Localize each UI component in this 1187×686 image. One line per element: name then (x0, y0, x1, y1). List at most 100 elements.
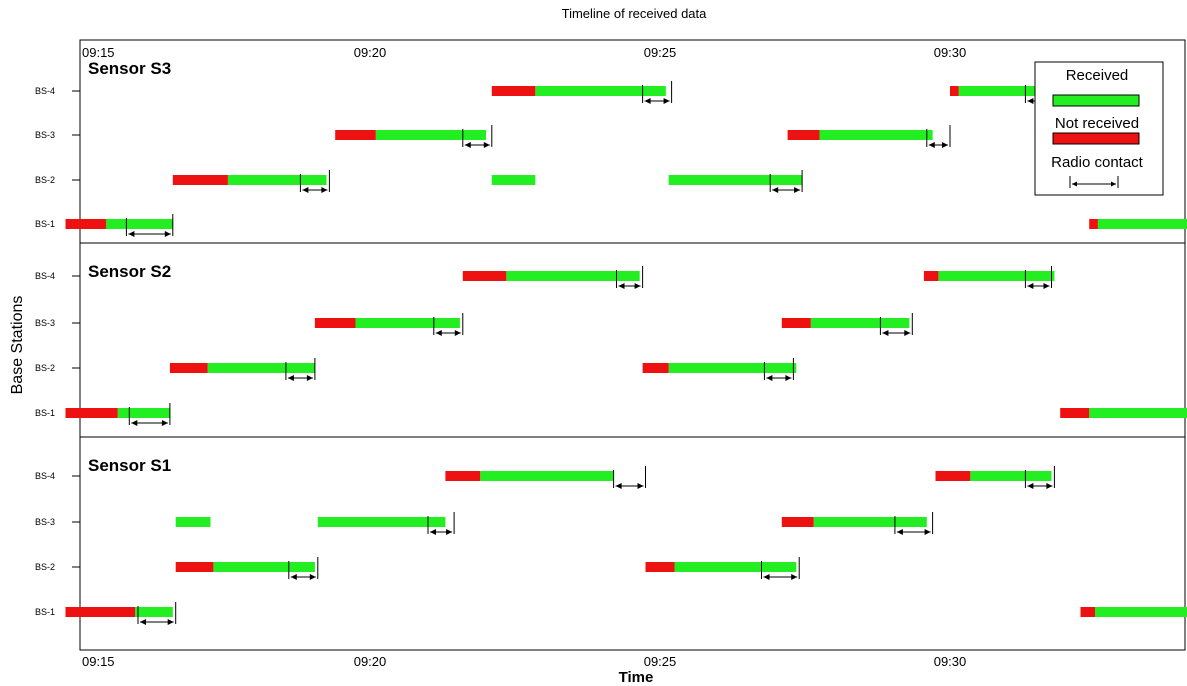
not-received-bar (781, 517, 814, 527)
received-bar (668, 175, 803, 185)
received-bar (958, 86, 1058, 96)
received-bar (355, 318, 460, 328)
not-received-bar (172, 175, 228, 185)
received-bar (106, 219, 173, 229)
radio-contact-marker (763, 358, 794, 381)
legend-box (1034, 61, 1164, 196)
panel-sensor-s2: Sensor S2 BS-4 BS-3 BS-2 BS-1 (35, 242, 1187, 426)
radio-contact-marker (427, 512, 455, 535)
received-bar (819, 130, 933, 140)
y-tick-label: BS-4 (35, 271, 55, 281)
panel-sensor-s1: Sensor S1 BS-4 BS-3 BS-2 BS-1 (35, 436, 1187, 625)
not-received-bar (935, 471, 971, 481)
not-received-bar (175, 562, 214, 572)
not-received-bar (950, 86, 959, 96)
not-received-bar (642, 363, 669, 373)
not-received-bar (781, 318, 811, 328)
x-tick-label: 09:15 (82, 654, 115, 669)
radio-contact-marker (1024, 466, 1055, 489)
radio-contact-marker (1024, 266, 1052, 289)
radio-contact-marker (462, 125, 493, 148)
sensor-panels: Sensor S3 BS-4 BS-3 BS-2 BS-1 Sensor S2 BS-4 BS… (35, 59, 1187, 625)
received-bar (227, 175, 327, 185)
x-tick-label-top: 09:20 (354, 45, 387, 60)
received-bar (375, 130, 486, 140)
not-received-bar (445, 471, 481, 481)
not-received-bar (923, 271, 939, 281)
received-bar (810, 318, 910, 328)
not-received-bar (65, 408, 118, 418)
received-bar (207, 363, 315, 373)
y-tick-label: BS-3 (35, 130, 55, 140)
received-bar (938, 271, 1055, 281)
not-received-bar (1089, 219, 1098, 229)
radio-contact-marker (616, 266, 644, 289)
received-bar (506, 271, 640, 281)
not-received-bar (787, 130, 820, 140)
received-bar (813, 517, 927, 527)
y-tick-label: BS-2 (35, 175, 55, 185)
radio-contact-marker (288, 557, 319, 580)
radio-contact-marker (926, 125, 951, 148)
y-tick-label: BS-1 (35, 607, 55, 617)
radio-contact-marker (299, 170, 330, 193)
x-tick-label: 09:30 (934, 654, 967, 669)
radio-contact-marker (894, 512, 934, 535)
y-tick-label: BS-1 (35, 219, 55, 229)
not-received-bar (335, 130, 376, 140)
radio-contact-marker (125, 214, 174, 237)
y-tick-label: BS-4 (35, 471, 55, 481)
received-bar (480, 471, 614, 481)
x-tick-label-top: 09:25 (644, 45, 677, 60)
not-received-bar (65, 219, 107, 229)
radio-contact-marker (642, 81, 673, 104)
y-tick-label: BS-2 (35, 363, 55, 373)
x-axis-label: Time (619, 669, 654, 686)
radio-contact-marker (613, 466, 646, 489)
received-bar (175, 517, 211, 527)
x-tick-label-top: 09:15 (82, 45, 115, 60)
received-bar (213, 562, 315, 572)
x-tick-label-top: 09:30 (934, 45, 967, 60)
received-bar (668, 363, 797, 373)
received-bar (317, 517, 446, 527)
received-bar (674, 562, 797, 572)
legend-radio-contact-label: Radio contact (1051, 154, 1144, 171)
radio-contact-marker (285, 358, 316, 381)
x-tick-label: 09:25 (644, 654, 677, 669)
legend-received-label: Received (1066, 67, 1129, 84)
legend-not-received-label: Not received (1055, 115, 1139, 132)
y-tick-label: BS-3 (35, 318, 55, 328)
legend: Received Not received Radio contact (1034, 61, 1164, 196)
y-axis-label: Base Stations (9, 296, 26, 395)
not-received-bar (169, 363, 208, 373)
received-bar (1095, 607, 1187, 617)
received-bar (970, 471, 1052, 481)
sensor-label: Sensor S1 (88, 456, 171, 475)
radio-contact-marker (433, 313, 464, 336)
chart-title: Timeline of received data (562, 6, 708, 21)
plot-frame (79, 39, 1186, 651)
y-tick-label: BS-1 (35, 408, 55, 418)
not-received-bar (1060, 408, 1090, 418)
radio-contact-marker (761, 557, 800, 580)
not-received-bar (462, 271, 507, 281)
panel-sensor-s3: Sensor S3 BS-4 BS-3 BS-2 BS-1 (35, 59, 1187, 237)
legend-not-received-swatch (1052, 132, 1140, 145)
radio-contact-marker (137, 602, 177, 625)
received-bar (1089, 408, 1187, 418)
radio-contact-marker (769, 170, 803, 193)
not-received-bar (1080, 607, 1095, 617)
x-tick-label: 09:20 (354, 654, 387, 669)
y-tick-label: BS-4 (35, 86, 55, 96)
y-tick-label: BS-3 (35, 517, 55, 527)
legend-radio-contact-symbol (1069, 176, 1119, 188)
received-bar (491, 175, 536, 185)
not-received-bar (314, 318, 356, 328)
received-bar (117, 408, 170, 418)
sensor-label: Sensor S2 (88, 262, 171, 281)
not-received-bar (65, 607, 136, 617)
radio-contact-marker (128, 403, 171, 426)
